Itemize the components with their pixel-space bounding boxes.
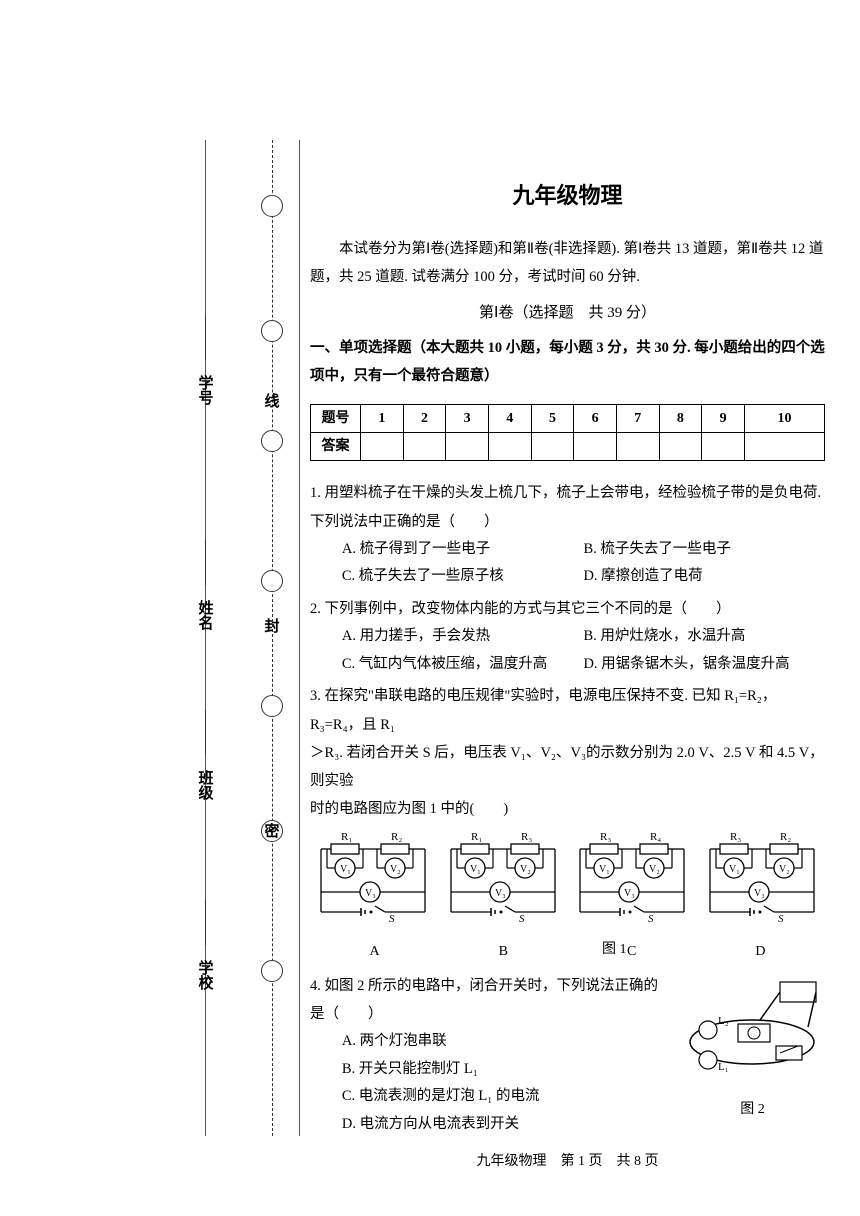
svg-text:R₁: R₁	[471, 831, 482, 843]
svg-text:R₃: R₃	[600, 831, 611, 843]
exam-content: 九年级物理 本试卷分为第Ⅰ卷(选择题)和第Ⅱ卷(非选择题). 第Ⅰ卷共 13 道…	[310, 175, 825, 1175]
svg-text:S: S	[648, 913, 654, 925]
q2-opt-b: B. 用炉灶烧水，水温升高	[583, 623, 825, 651]
q2-stem: 2. 下列事例中，改变物体内能的方式与其它三个不同的是（ ）	[310, 595, 825, 623]
circuit-diagram: R₁ R₃ V₁ V₂ S V₃	[440, 830, 566, 936]
q1-opt-c: C. 梳子失去了一些原子核	[342, 563, 584, 591]
binding-label: 学校	[195, 960, 216, 990]
figure-2-caption: 图 2	[680, 1097, 825, 1124]
svg-text:S: S	[519, 913, 525, 925]
binding-circle	[261, 695, 283, 717]
q4-opt-d: D. 电流方向从电流表到开关	[342, 1111, 670, 1139]
q4-stem: 4. 如图 2 所示的电路中，闭合开关时，下列说法正确的是（ ）	[310, 972, 670, 1029]
binding-circle	[261, 430, 283, 452]
svg-text:R₃: R₃	[730, 831, 741, 843]
figure-2: L₂ L₁ 图 2	[680, 972, 825, 1139]
table-header-cell: 题号	[311, 405, 361, 433]
q1-opt-b: B. 梳子失去了一些电子	[583, 536, 825, 564]
circuit-diagram: R₃ R₂ V₁ V₂ S V₃	[699, 830, 825, 936]
section-1-title: 第Ⅰ卷（选择题 共 39 分）	[310, 299, 825, 328]
question-3: 3. 在探究"串联电路的电压规律"实验时，电源电压保持不变. 已知 R₁=R₂，…	[310, 682, 825, 965]
question-1: 1. 用塑料梳子在干燥的头发上梳几下，梳子上会带电，经检验梳子带的是负电荷. 下…	[310, 479, 825, 591]
binding-label: 学号	[195, 375, 216, 405]
svg-text:R₁: R₁	[341, 831, 352, 843]
binding-dash-line	[272, 140, 273, 1136]
binding-circle	[261, 195, 283, 217]
q1-opt-d: D. 摩擦创造了电荷	[583, 563, 825, 591]
page-footer: 九年级物理 第 1 页 共 8 页	[310, 1149, 825, 1176]
q2-opt-c: C. 气缸内气体被压缩，温度升高	[342, 651, 584, 679]
table-row: 题号 1 2 3 4 5 6 7 8 9 10	[311, 405, 825, 433]
svg-text:V₂: V₂	[520, 864, 531, 875]
binding-circle	[261, 320, 283, 342]
circuit-icon: R₁ R₃ V₁ V₂ S V₃	[443, 830, 563, 925]
figure-1-labels: A B 图 1C D	[310, 939, 825, 966]
table-answer-cell: 答案	[311, 433, 361, 461]
q1-opt-a: A. 梳子得到了一些电子	[342, 536, 584, 564]
svg-text:V₁: V₁	[729, 864, 740, 875]
binding-circle	[261, 960, 283, 982]
svg-text:V₃: V₃	[495, 888, 506, 899]
binding-char: 线	[264, 390, 279, 411]
q2-opt-a: A. 用力搓手，手会发热	[342, 623, 584, 651]
binding-char: 密	[264, 820, 279, 841]
svg-text:R₂: R₂	[391, 831, 402, 843]
binding-char: 封	[264, 615, 279, 636]
svg-text:V₂: V₂	[390, 864, 401, 875]
svg-text:L₁: L₁	[718, 1061, 729, 1073]
q4-opt-b: B. 开关只能控制灯 L₁	[342, 1056, 670, 1084]
svg-text:S: S	[778, 913, 784, 925]
circuit-icon: R₁ R₂ V₁ V₂ S V₃	[313, 830, 433, 925]
intro-text: 本试卷分为第Ⅰ卷(选择题)和第Ⅱ卷(非选择题). 第Ⅰ卷共 13 道题，第Ⅱ卷共…	[310, 235, 825, 292]
q2-opt-d: D. 用锯条锯木头，锯条温度升高	[583, 651, 825, 679]
instruction-1: 一、单项选择题（本大题共 10 小题，每小题 3 分，共 30 分. 每小题给出…	[310, 334, 825, 391]
svg-text:V₂: V₂	[779, 864, 790, 875]
svg-text:V₂: V₂	[649, 864, 660, 875]
q3-stem-1: 3. 在探究"串联电路的电压规律"实验时，电源电压保持不变. 已知 R₁=R₂，…	[310, 682, 825, 739]
q3-stem-3: 时的电路图应为图 1 中的( )	[310, 795, 825, 823]
svg-text:V₃: V₃	[754, 888, 765, 899]
figure-1-row: R₁ R₂ V₁ V₂ S V₃ R₁ R₃	[310, 830, 825, 936]
binding-circle	[261, 570, 283, 592]
circuit-figure-2-icon: L₂ L₁	[680, 972, 825, 1087]
q4-opt-c: C. 电流表测的是灯泡 L₁ 的电流	[342, 1083, 670, 1111]
svg-text:V₁: V₁	[599, 864, 610, 875]
q1-stem: 1. 用塑料梳子在干燥的头发上梳几下，梳子上会带电，经检验梳子带的是负电荷. 下…	[310, 479, 825, 536]
answer-table: 题号 1 2 3 4 5 6 7 8 9 10 答案	[310, 404, 825, 461]
svg-text:V₁: V₁	[340, 864, 351, 875]
svg-text:S: S	[389, 913, 395, 925]
binding-label: 班级	[195, 770, 216, 800]
svg-text:V₁: V₁	[470, 864, 481, 875]
table-row: 答案	[311, 433, 825, 461]
q4-opt-a: A. 两个灯泡串联	[342, 1028, 670, 1056]
question-2: 2. 下列事例中，改变物体内能的方式与其它三个不同的是（ ） A. 用力搓手，手…	[310, 595, 825, 678]
svg-text:V₃: V₃	[365, 888, 376, 899]
svg-text:L₂: L₂	[718, 1015, 729, 1027]
svg-text:R₄: R₄	[650, 831, 661, 843]
page-title: 九年级物理	[310, 175, 825, 217]
svg-text:V₃: V₃	[624, 888, 635, 899]
binding-label: 姓名	[195, 600, 216, 630]
question-4: 4. 如图 2 所示的电路中，闭合开关时，下列说法正确的是（ ） A. 两个灯泡…	[310, 972, 825, 1139]
circuit-icon: R₃ R₄ V₁ V₂ S V₃	[572, 830, 692, 925]
circuit-diagram: R₃ R₄ V₁ V₂ S V₃	[570, 830, 696, 936]
circuit-diagram: R₁ R₂ V₁ V₂ S V₃	[310, 830, 436, 936]
circuit-icon: R₃ R₂ V₁ V₂ S V₃	[702, 830, 822, 925]
svg-text:R₂: R₂	[780, 831, 791, 843]
q3-stem-2: ＞R₃. 若闭合开关 S 后，电压表 V₁、V₂、V₃的示数分别为 2.0 V、…	[310, 739, 825, 796]
svg-text:R₃: R₃	[521, 831, 532, 843]
